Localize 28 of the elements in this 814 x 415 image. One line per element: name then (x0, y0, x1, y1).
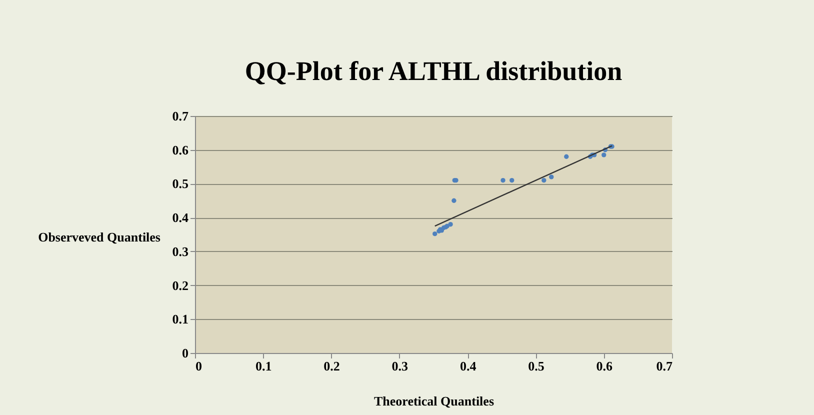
y-tick-label: 0.7 (172, 108, 189, 124)
y-tick-label: 0.2 (172, 278, 188, 293)
x-axis-title: Theoretical Quantiles (374, 394, 494, 408)
x-tick-label: 0.3 (392, 358, 409, 374)
y-tick-label: 0.5 (172, 176, 189, 192)
point (452, 198, 456, 203)
point (542, 178, 546, 183)
x-tick-label: 0.6 (596, 358, 613, 374)
point (549, 174, 554, 180)
chart-title: QQ-Plot for ALTHL distribution (244, 56, 622, 86)
point (564, 154, 569, 159)
point (432, 231, 438, 236)
x-tick-label: 0.1 (256, 358, 272, 374)
point (602, 152, 606, 158)
point (510, 178, 514, 183)
x-tick-label: 0 (196, 358, 202, 374)
point (500, 178, 506, 183)
y-tick-label: 0.6 (172, 142, 189, 158)
x-tick-label: 0.7 (656, 358, 673, 374)
y-tick-label: 0.1 (172, 312, 188, 327)
x-tick-label: 0.4 (460, 358, 477, 374)
y-tick-label: 0 (182, 346, 188, 360)
y-tick-label: 0.3 (172, 244, 189, 259)
x-tick-label: 0.2 (324, 358, 340, 374)
y-axis-title: Observeved Quantiles (38, 230, 160, 244)
point (448, 222, 453, 227)
y-tick-label: 0.4 (172, 210, 189, 226)
x-tick-label: 0.5 (528, 358, 545, 374)
